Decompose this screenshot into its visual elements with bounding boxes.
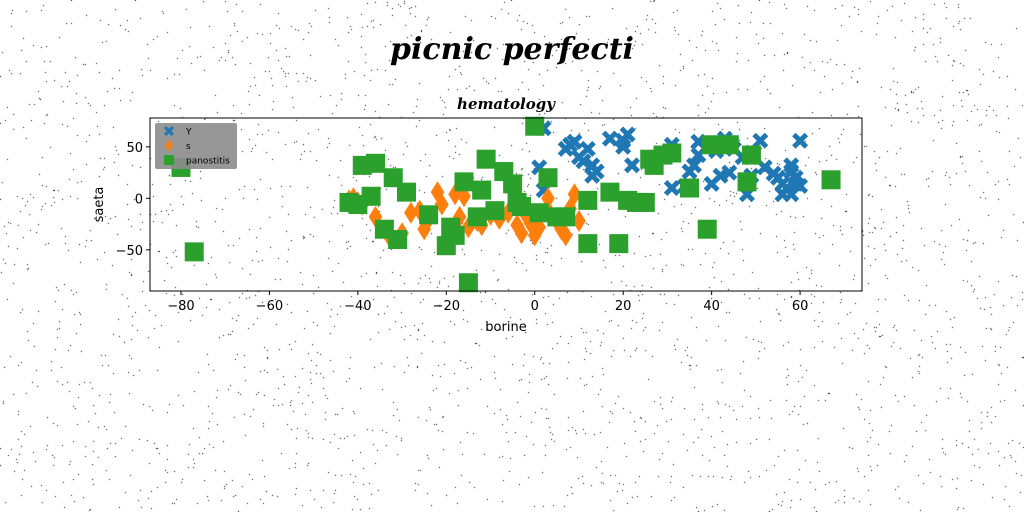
data-point [737, 172, 757, 192]
data-point [619, 126, 636, 143]
data-point [697, 219, 717, 239]
data-point [404, 201, 418, 224]
y-axis: −50 0 50 [116, 141, 150, 259]
data-point [575, 153, 592, 170]
data-point [588, 163, 605, 180]
data-point [556, 207, 576, 227]
data-point [783, 157, 800, 174]
data-point [567, 183, 582, 206]
data-point [514, 222, 529, 245]
data-point [579, 140, 596, 157]
data-point [635, 192, 655, 212]
x-tick-label: 40 [703, 299, 720, 314]
x-tick-label: 60 [792, 299, 809, 314]
x-tick-label: −40 [344, 299, 371, 314]
legend-marker [165, 139, 173, 152]
legend-label: s [186, 142, 191, 152]
x-tick-label: −20 [433, 299, 460, 314]
data-point [472, 180, 492, 200]
data-point [525, 116, 545, 136]
data-point [662, 143, 682, 163]
x-axis: −80 −60 −40 −20 0 20 40 60 [167, 291, 808, 314]
y-tick-label: 0 [135, 192, 143, 207]
x-tick-label: −80 [167, 299, 194, 314]
data-point [541, 187, 555, 210]
data-point [435, 193, 449, 216]
data-point [476, 149, 496, 169]
legend-box [155, 123, 237, 169]
chart-marks [171, 116, 841, 293]
data-point [821, 170, 841, 190]
data-point [578, 190, 598, 210]
data-point [752, 132, 769, 149]
legend-marker [164, 126, 174, 136]
legend-marker [164, 155, 174, 165]
data-point [558, 224, 573, 247]
data-point [686, 157, 702, 174]
data-point [601, 130, 618, 147]
data-point [383, 168, 403, 188]
data-point [578, 234, 598, 254]
data-point [566, 133, 583, 150]
figure-suptitle: picnic perfecti [390, 32, 634, 67]
legend-label: Y [185, 128, 192, 138]
data-point [741, 145, 761, 165]
data-point [511, 197, 531, 217]
data-point [485, 201, 505, 221]
data-point [467, 207, 487, 227]
data-point [454, 172, 474, 192]
data-point [419, 205, 439, 225]
y-axis-label: saeta [92, 187, 107, 223]
x-tick-label: 0 [531, 299, 539, 314]
series-3-points [171, 116, 841, 293]
data-point [680, 178, 700, 198]
data-point [609, 234, 629, 254]
data-point [792, 178, 809, 194]
data-point [184, 242, 204, 262]
y-tick-label: 50 [126, 141, 143, 156]
data-point [600, 182, 620, 202]
data-point [461, 216, 476, 239]
data-point [445, 225, 465, 245]
plot-frame [149, 117, 863, 292]
data-point [529, 203, 549, 223]
chart-title: hematology [457, 95, 556, 113]
data-point [538, 168, 558, 188]
x-tick-label: −60 [256, 299, 283, 314]
data-point [572, 210, 586, 232]
data-point [719, 135, 739, 155]
x-axis-label: borine [485, 320, 526, 335]
data-point [388, 230, 408, 250]
chart-legend: Ys panostitis [155, 123, 237, 169]
data-point [663, 180, 680, 196]
data-point [792, 132, 809, 149]
legend-label: panostitis [186, 157, 230, 167]
data-point [452, 205, 467, 228]
data-point [396, 182, 416, 202]
data-point [361, 186, 381, 206]
data-point [702, 135, 722, 155]
data-point [624, 157, 640, 174]
y-tick-label: −50 [116, 244, 143, 259]
data-point [366, 153, 386, 173]
x-tick-label: 20 [615, 299, 632, 314]
data-point [721, 164, 738, 181]
data-point [503, 174, 523, 194]
data-point [458, 273, 478, 293]
